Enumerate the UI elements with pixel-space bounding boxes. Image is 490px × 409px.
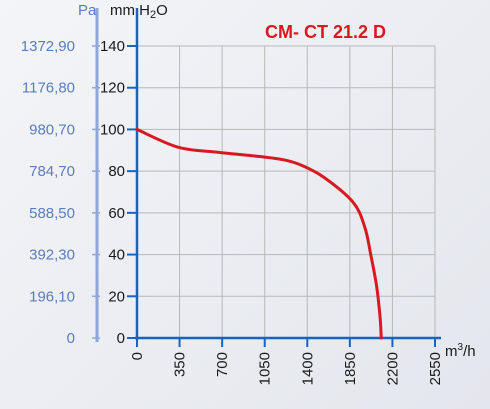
pa-axis-layer: 0 196,10 392,30 588,50 784,70 980,70 1176,80 13… xyxy=(21,8,100,347)
y-tick-label: 40 xyxy=(108,247,125,264)
pa-unit-label: Pa xyxy=(78,2,97,19)
series-line-0 xyxy=(135,127,383,340)
pa-tick-label: 392,30 xyxy=(29,247,75,264)
y-tick-label: 20 xyxy=(108,288,125,305)
x-axis-layer: 0 350 700 1050 1400 1850 2200 2550 xyxy=(129,336,444,385)
pa-tick-label: 784,70 xyxy=(29,163,75,180)
x-tick-label: 700 xyxy=(214,352,231,377)
pa-tick-label: 980,70 xyxy=(29,121,75,138)
x-unit-suffix: /h xyxy=(463,343,476,360)
y-tick-label: 80 xyxy=(108,163,125,180)
x-tick-label: 350 xyxy=(172,352,189,377)
x-tick-label: 1050 xyxy=(257,352,274,385)
y-tick-label: 140 xyxy=(100,38,125,55)
y-tick-label: 100 xyxy=(100,121,125,138)
curve-layer xyxy=(135,127,383,340)
y-unit-suffix: O xyxy=(156,2,168,19)
x-tick-label: 1850 xyxy=(342,352,359,385)
grid-layer xyxy=(137,45,436,338)
x-axis-unit-label: m3/h xyxy=(445,342,476,360)
pa-tick-label: 1176,80 xyxy=(22,80,75,97)
y-tick-label: 0 xyxy=(117,330,125,347)
x-unit-superscript: 3 xyxy=(458,342,464,353)
y-unit-subscript: 2 xyxy=(150,9,156,21)
x-tick-label: 0 xyxy=(129,352,146,360)
pa-tick-label: 196,10 xyxy=(29,288,75,305)
x-tick-label: 1400 xyxy=(299,352,316,385)
x-unit-base: m xyxy=(445,343,458,360)
pa-tick-label: 1372,90 xyxy=(21,38,75,55)
x-tick-label: 2200 xyxy=(384,352,401,385)
y-unit-prefix: mm H xyxy=(110,2,150,19)
y-tick-label: 120 xyxy=(100,80,125,97)
y-axis-unit-label: mm H2O xyxy=(110,2,168,21)
x-tick-label: 2550 xyxy=(427,352,444,385)
chart-title: CM- CT 21.2 D xyxy=(265,22,386,42)
pa-tick-label: 0 xyxy=(67,330,75,347)
pa-tick-label: 588,50 xyxy=(29,205,75,222)
y-tick-label: 60 xyxy=(108,205,125,222)
mm-axis-layer: 0 20 40 60 80 100 120 140 xyxy=(100,8,139,347)
